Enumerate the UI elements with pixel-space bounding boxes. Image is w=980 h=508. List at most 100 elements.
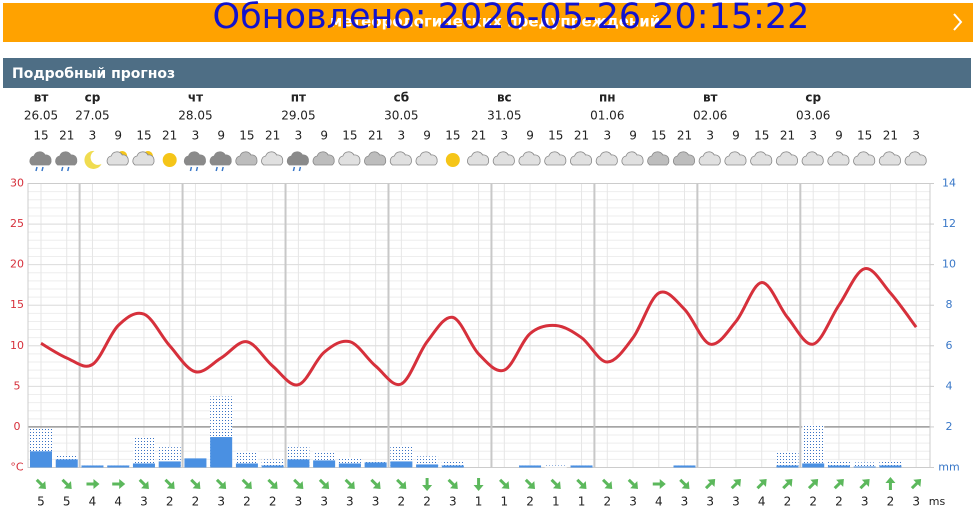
wind-speed: 4 bbox=[114, 495, 122, 508]
hour-label: 21 bbox=[471, 129, 486, 143]
precipitation-bar bbox=[184, 458, 207, 468]
y2-tick-label: 2 bbox=[946, 420, 953, 433]
hour-label: 15 bbox=[445, 129, 460, 143]
wind-arrow bbox=[550, 478, 561, 489]
wind-arrow bbox=[910, 479, 922, 490]
banner-arrow[interactable] bbox=[953, 13, 963, 31]
cloud bbox=[364, 151, 387, 166]
wind-arrow-shape bbox=[86, 479, 100, 489]
hour-label: 21 bbox=[883, 129, 898, 143]
wind-arrow bbox=[473, 478, 484, 491]
rain bbox=[35, 166, 44, 172]
precipitation-bar bbox=[853, 466, 876, 468]
cloud bbox=[261, 151, 284, 166]
weather-icon bbox=[84, 150, 102, 169]
weather-icon bbox=[595, 151, 618, 166]
wind-arrow bbox=[370, 478, 381, 489]
wind-arrow bbox=[756, 479, 767, 490]
wind-arrow-shape bbox=[318, 478, 330, 489]
y-tick-label: 10 bbox=[10, 339, 24, 352]
wind-arrow-shape bbox=[293, 478, 304, 489]
wind-arrow-shape bbox=[859, 479, 870, 490]
weather-icon bbox=[827, 151, 850, 166]
weather-icon bbox=[235, 151, 258, 166]
hour-label: 15 bbox=[651, 129, 666, 143]
y2-tick-label: 4 bbox=[946, 379, 953, 392]
hour-label: 3 bbox=[89, 129, 97, 143]
section-header bbox=[3, 58, 971, 88]
wind-speed: 3 bbox=[320, 495, 328, 508]
y-tick-label: 25 bbox=[10, 217, 24, 230]
cloud bbox=[55, 151, 78, 166]
wind-speed: 3 bbox=[217, 495, 225, 508]
wind-arrow-shape bbox=[138, 478, 149, 489]
wind-speed: 2 bbox=[835, 495, 843, 508]
precipitation-bar bbox=[441, 465, 464, 468]
hour-label: 9 bbox=[320, 129, 328, 143]
alert-banner[interactable] bbox=[3, 3, 973, 42]
wind-arrow bbox=[704, 479, 716, 490]
wind-arrow bbox=[576, 478, 587, 489]
cloud bbox=[132, 151, 155, 166]
wind-speed: 1 bbox=[475, 495, 483, 508]
wind-arrow-shape bbox=[215, 478, 227, 489]
precipitation-bar bbox=[210, 437, 233, 468]
hour-label: 9 bbox=[423, 129, 431, 143]
moon bbox=[84, 150, 102, 169]
hour-label: 21 bbox=[59, 129, 74, 143]
hour-label: 15 bbox=[857, 129, 872, 143]
hour-label: 21 bbox=[368, 129, 383, 143]
cloud bbox=[827, 151, 850, 166]
precipitation-bar bbox=[55, 459, 78, 468]
y-tick-label: 20 bbox=[10, 258, 24, 271]
wind-speed: 4 bbox=[655, 495, 663, 508]
cloud bbox=[724, 151, 747, 166]
wind-arrow-shape bbox=[782, 479, 793, 490]
cloud bbox=[544, 151, 567, 166]
cloud bbox=[415, 151, 438, 166]
weather-icon bbox=[775, 151, 798, 166]
wind-speed: 2 bbox=[784, 495, 792, 508]
sun bbox=[445, 153, 460, 167]
wind-speed: 3 bbox=[706, 495, 714, 508]
wind-speed: 2 bbox=[603, 495, 611, 508]
day-name: ср bbox=[805, 91, 821, 105]
wind-arrow bbox=[422, 478, 433, 491]
hour-label: 21 bbox=[265, 129, 280, 143]
wind-arrow-shape bbox=[601, 478, 613, 489]
wind-arrow bbox=[524, 478, 536, 489]
wind-arrow-shape bbox=[35, 478, 46, 489]
wind-arrow-shape bbox=[576, 478, 587, 489]
wind-arrow bbox=[885, 477, 896, 490]
hour-label: 15 bbox=[548, 129, 563, 143]
rain bbox=[189, 166, 199, 172]
cloud bbox=[621, 151, 644, 166]
weather-icon bbox=[801, 151, 824, 166]
hour-label: 21 bbox=[162, 129, 177, 143]
weather-icon bbox=[209, 151, 232, 172]
weather-icon bbox=[261, 151, 284, 166]
wind-arrow-shape bbox=[422, 478, 433, 491]
hour-label: 3 bbox=[912, 129, 920, 143]
day-name: ср bbox=[85, 91, 101, 105]
precipitation-max-bar bbox=[261, 459, 284, 468]
wind-arrow bbox=[61, 478, 72, 489]
cloud bbox=[904, 151, 927, 166]
wind-arrow-shape bbox=[550, 478, 561, 489]
wind-speed: 2 bbox=[398, 495, 406, 508]
wind-arrow bbox=[267, 478, 278, 489]
weather-icon bbox=[698, 151, 721, 166]
precipitation-bar bbox=[30, 451, 52, 468]
weather-icon bbox=[312, 151, 335, 166]
y2-tick-label: 10 bbox=[942, 258, 956, 271]
precipitation-bar bbox=[673, 465, 696, 468]
precipitation-max-bar bbox=[776, 451, 799, 468]
wind-speed: 3 bbox=[681, 495, 689, 508]
day-date: 02.06 bbox=[693, 109, 727, 123]
wind-arrow bbox=[859, 479, 870, 490]
precipitation-bar bbox=[802, 463, 825, 468]
cloud bbox=[467, 151, 490, 166]
precipitation-bar bbox=[416, 464, 439, 468]
hour-label: 9 bbox=[732, 129, 740, 143]
weather-icon bbox=[364, 151, 387, 166]
